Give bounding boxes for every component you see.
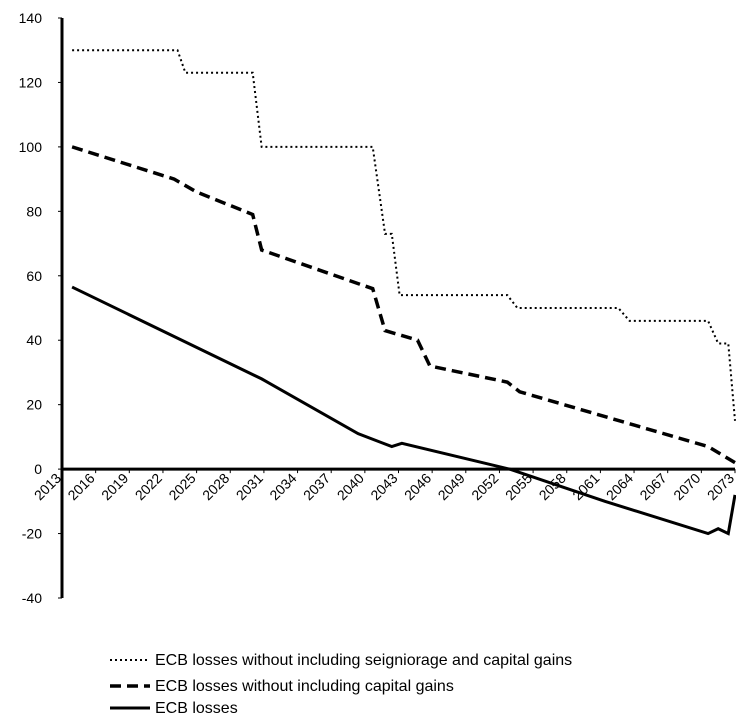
y-tick-label: 140: [19, 10, 43, 26]
x-tick-label: 2022: [132, 470, 165, 503]
y-tick-label: 0: [34, 461, 42, 477]
x-tick-label: 2025: [165, 470, 198, 503]
y-tick-label: -40: [22, 590, 42, 606]
y-tick-label: -20: [22, 526, 42, 542]
y-tick-label: 80: [26, 203, 42, 219]
x-tick-label: 2016: [64, 470, 97, 503]
x-tick-label: 2043: [367, 470, 400, 503]
x-tick-label: 2070: [670, 470, 703, 503]
x-tick-label: 2040: [334, 470, 367, 503]
y-tick-label: 60: [26, 268, 42, 284]
x-tick-label: 2019: [98, 470, 131, 503]
y-tick-label: 20: [26, 397, 42, 413]
y-tick-label: 120: [19, 74, 43, 90]
series-line: [72, 49, 736, 421]
x-tick-label: 2037: [300, 470, 333, 503]
series-line: [71, 145, 736, 465]
legend-label: ECB losses without including capital gai…: [155, 678, 454, 695]
x-tick-label: 2064: [603, 470, 636, 503]
x-tick-label: 2073: [704, 470, 736, 503]
y-tick-label: 100: [19, 139, 43, 155]
series-line: [71, 285, 736, 536]
legend-label: ECB losses: [155, 700, 238, 714]
x-tick-label: 2034: [266, 470, 299, 503]
y-tick-label: 40: [26, 332, 42, 348]
legend-label: ECB losses without including seigniorage…: [155, 652, 572, 669]
x-tick-label: 2046: [401, 470, 434, 503]
x-tick-label: 2052: [468, 470, 501, 503]
x-tick-label: 2028: [199, 470, 232, 503]
x-tick-label: 2067: [636, 470, 669, 503]
x-tick-label: 2049: [435, 470, 468, 503]
x-tick-label: 2031: [233, 470, 266, 503]
